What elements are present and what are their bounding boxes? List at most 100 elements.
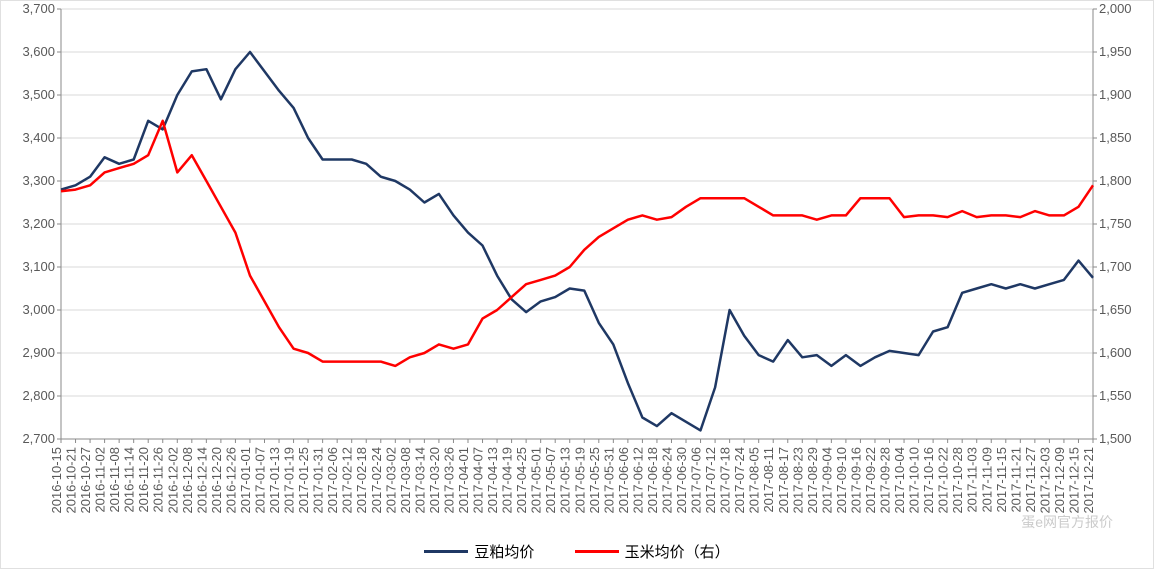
svg-text:2017-09-28: 2017-09-28 (878, 447, 893, 514)
svg-text:2017-09-10: 2017-09-10 (834, 447, 849, 514)
svg-text:2017-07-24: 2017-07-24 (732, 447, 747, 514)
svg-text:2017-03-08: 2017-03-08 (398, 447, 413, 514)
svg-text:2017-10-28: 2017-10-28 (950, 447, 965, 514)
svg-text:2017-09-16: 2017-09-16 (848, 447, 863, 514)
svg-text:2016-11-08: 2016-11-08 (107, 447, 122, 513)
svg-text:1,850: 1,850 (1099, 130, 1132, 145)
svg-text:2017-12-21: 2017-12-21 (1081, 447, 1096, 514)
svg-text:2017-12-03: 2017-12-03 (1037, 447, 1052, 514)
chart-svg: 2,700 2,800 2,900 3,000 3,100 3,200 3,300 3,400… (1, 1, 1154, 569)
svg-text:2017-07-12: 2017-07-12 (703, 447, 718, 514)
svg-text:2016-12-14: 2016-12-14 (194, 447, 209, 514)
svg-text:2017-02-24: 2017-02-24 (369, 447, 384, 514)
legend-swatch-1 (424, 550, 468, 553)
svg-text:3,600: 3,600 (22, 44, 55, 59)
chart-container: 2,700 2,800 2,900 3,000 3,100 3,200 3,300 3,400… (0, 0, 1154, 569)
svg-text:2,900: 2,900 (22, 345, 55, 360)
svg-text:2017-11-15: 2017-11-15 (994, 447, 1009, 513)
svg-text:2017-11-03: 2017-11-03 (965, 447, 980, 513)
legend: 豆粕均价 玉米均价（右） (1, 540, 1153, 562)
svg-text:2017-01-07: 2017-01-07 (252, 447, 267, 514)
svg-text:2017-08-29: 2017-08-29 (805, 447, 820, 514)
svg-text:2,700: 2,700 (22, 431, 55, 446)
svg-text:2017-08-23: 2017-08-23 (790, 447, 805, 514)
legend-swatch-2 (575, 550, 619, 553)
svg-text:2017-04-19: 2017-04-19 (500, 447, 515, 514)
svg-text:3,200: 3,200 (22, 216, 55, 231)
svg-text:2016-12-08: 2016-12-08 (180, 447, 195, 514)
svg-text:2017-05-31: 2017-05-31 (601, 447, 616, 514)
svg-text:2,800: 2,800 (22, 388, 55, 403)
svg-text:3,500: 3,500 (22, 87, 55, 102)
svg-text:2017-01-19: 2017-01-19 (282, 447, 297, 514)
svg-text:2017-06-30: 2017-06-30 (674, 447, 689, 514)
svg-text:2017-01-01: 2017-01-01 (238, 447, 253, 514)
svg-text:1,600: 1,600 (1099, 345, 1132, 360)
svg-text:2017-08-17: 2017-08-17 (776, 447, 791, 514)
svg-text:2017-06-24: 2017-06-24 (659, 447, 674, 514)
svg-text:2017-06-06: 2017-06-06 (616, 447, 631, 514)
legend-label-2: 玉米均价（右） (625, 541, 730, 562)
svg-text:2,000: 2,000 (1099, 1, 1132, 16)
svg-text:2017-11-21: 2017-11-21 (1008, 447, 1023, 513)
svg-text:2016-12-26: 2016-12-26 (223, 447, 238, 514)
svg-text:1,700: 1,700 (1099, 259, 1132, 274)
svg-text:2017-08-11: 2017-08-11 (761, 447, 776, 513)
svg-text:2017-01-31: 2017-01-31 (311, 447, 326, 514)
svg-text:2017-05-01: 2017-05-01 (529, 447, 544, 514)
legend-label-1: 豆粕均价 (474, 541, 534, 562)
legend-item-2: 玉米均价（右） (575, 541, 730, 562)
svg-text:3,100: 3,100 (22, 259, 55, 274)
svg-text:2017-11-09: 2017-11-09 (979, 447, 994, 513)
svg-text:2017-04-25: 2017-04-25 (514, 447, 529, 514)
svg-text:2017-03-14: 2017-03-14 (412, 447, 427, 514)
svg-text:2017-07-06: 2017-07-06 (689, 447, 704, 514)
svg-text:2016-11-02: 2016-11-02 (93, 447, 108, 513)
svg-text:3,400: 3,400 (22, 130, 55, 145)
svg-text:1,650: 1,650 (1099, 302, 1132, 317)
svg-text:2017-02-12: 2017-02-12 (340, 447, 355, 514)
svg-text:2017-02-18: 2017-02-18 (354, 447, 369, 514)
svg-text:2017-12-15: 2017-12-15 (1066, 447, 1081, 514)
legend-item-1: 豆粕均价 (424, 541, 534, 562)
svg-text:2017-01-13: 2017-01-13 (267, 447, 282, 514)
svg-text:2017-03-26: 2017-03-26 (441, 447, 456, 514)
svg-text:2017-05-19: 2017-05-19 (572, 447, 587, 514)
svg-text:2016-10-27: 2016-10-27 (78, 447, 93, 514)
svg-text:1,950: 1,950 (1099, 44, 1132, 59)
svg-text:2017-04-01: 2017-04-01 (456, 447, 471, 514)
svg-text:2017-06-18: 2017-06-18 (645, 447, 660, 514)
svg-text:2017-01-25: 2017-01-25 (296, 447, 311, 514)
svg-text:2016-11-14: 2016-11-14 (122, 447, 137, 513)
svg-text:1,800: 1,800 (1099, 173, 1132, 188)
svg-text:2017-10-22: 2017-10-22 (936, 447, 951, 514)
svg-text:2017-09-04: 2017-09-04 (819, 447, 834, 514)
svg-text:3,000: 3,000 (22, 302, 55, 317)
svg-text:2017-02-06: 2017-02-06 (325, 447, 340, 514)
svg-text:3,700: 3,700 (22, 1, 55, 16)
svg-text:2017-05-13: 2017-05-13 (558, 447, 573, 514)
svg-text:2017-04-13: 2017-04-13 (485, 447, 500, 514)
svg-text:2016-10-15: 2016-10-15 (49, 447, 64, 514)
svg-text:2017-08-05: 2017-08-05 (747, 447, 762, 514)
svg-text:2017-12-09: 2017-12-09 (1052, 447, 1067, 514)
svg-text:2017-11-27: 2017-11-27 (1023, 447, 1038, 513)
svg-text:2016-11-26: 2016-11-26 (151, 447, 166, 513)
svg-text:2016-12-02: 2016-12-02 (165, 447, 180, 514)
svg-text:2016-12-20: 2016-12-20 (209, 447, 224, 514)
svg-text:2017-07-18: 2017-07-18 (718, 447, 733, 514)
svg-text:2017-05-07: 2017-05-07 (543, 447, 558, 514)
svg-text:1,900: 1,900 (1099, 87, 1132, 102)
svg-text:2017-03-02: 2017-03-02 (383, 447, 398, 514)
svg-text:2017-06-12: 2017-06-12 (630, 447, 645, 514)
svg-text:2016-10-21: 2016-10-21 (64, 447, 79, 514)
svg-text:2017-05-25: 2017-05-25 (587, 447, 602, 514)
svg-text:2016-11-20: 2016-11-20 (136, 447, 151, 513)
svg-text:2017-04-07: 2017-04-07 (471, 447, 486, 514)
svg-text:1,550: 1,550 (1099, 388, 1132, 403)
svg-text:2017-03-20: 2017-03-20 (427, 447, 442, 514)
svg-text:2017-10-16: 2017-10-16 (921, 447, 936, 514)
svg-text:2017-10-10: 2017-10-10 (907, 447, 922, 514)
svg-text:1,500: 1,500 (1099, 431, 1132, 446)
svg-text:3,300: 3,300 (22, 173, 55, 188)
